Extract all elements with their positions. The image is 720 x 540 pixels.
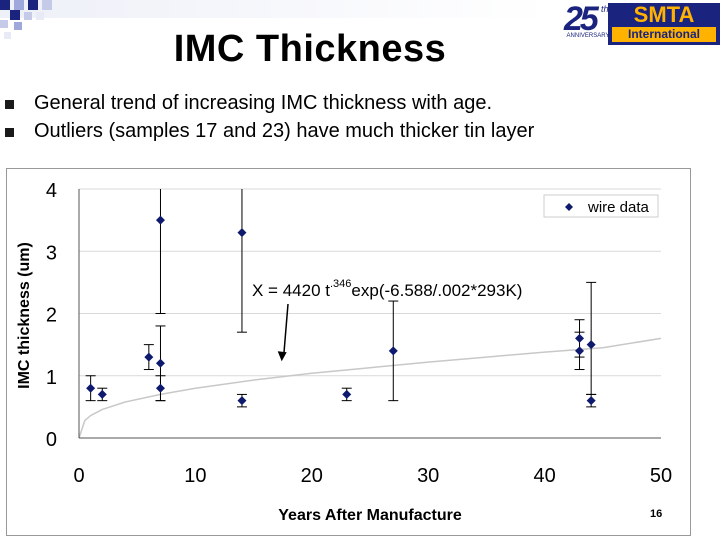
legend-label: wire data bbox=[587, 199, 650, 216]
y-tick-label: 0 bbox=[46, 429, 57, 451]
bullet-item: Outliers (samples 17 and 23) have much t… bbox=[0, 120, 720, 146]
x-axis-title: Years After Manufacture bbox=[278, 507, 462, 524]
logo-brand: SMTA bbox=[612, 4, 716, 26]
bullet-item: General trend of increasing IMC thicknes… bbox=[0, 92, 720, 118]
data-point bbox=[575, 333, 585, 343]
smta-logo: 25 th ANNIVERSARY SMTA International bbox=[560, 0, 720, 46]
y-tick-label: 3 bbox=[46, 242, 57, 264]
data-point bbox=[144, 352, 154, 362]
annotation-arrow-line bbox=[282, 303, 289, 357]
x-tick-label: 10 bbox=[184, 465, 206, 487]
logo-anniversary-number: 25 bbox=[564, 0, 599, 38]
y-tick-label: 2 bbox=[46, 305, 57, 327]
data-point bbox=[155, 358, 165, 368]
annotation-superscript: .346 bbox=[330, 278, 351, 290]
annotation-text: X = 4420 t bbox=[252, 281, 330, 300]
y-tick-label: 1 bbox=[46, 367, 57, 389]
trend-line bbox=[78, 337, 662, 439]
header-band bbox=[0, 0, 550, 18]
page-number: 16 bbox=[650, 508, 663, 520]
x-tick-label: 0 bbox=[73, 465, 84, 487]
data-point bbox=[155, 383, 165, 393]
x-tick-label: 20 bbox=[301, 465, 323, 487]
x-tick-label: 50 bbox=[650, 465, 672, 487]
y-axis-title: IMC thickness (um) bbox=[16, 242, 33, 389]
data-point bbox=[155, 215, 165, 225]
data-point bbox=[237, 396, 247, 406]
x-tick-label: 40 bbox=[533, 465, 555, 487]
data-point bbox=[97, 389, 107, 399]
corner-squares-decoration bbox=[0, 0, 130, 50]
logo-brand-sub: International bbox=[612, 27, 716, 42]
x-tick-label: 30 bbox=[417, 465, 439, 487]
y-tick-label: 4 bbox=[46, 180, 57, 202]
logo-anniversary-suffix: th bbox=[601, 4, 609, 14]
bullet-square-icon bbox=[5, 128, 14, 137]
bullet-text: Outliers (samples 17 and 23) have much t… bbox=[34, 120, 535, 142]
data-point bbox=[575, 346, 585, 356]
page-title: IMC Thickness bbox=[173, 28, 447, 70]
data-point bbox=[388, 346, 398, 356]
bullet-text: General trend of increasing IMC thicknes… bbox=[34, 92, 492, 114]
data-point bbox=[86, 383, 96, 393]
data-point bbox=[342, 389, 352, 399]
legend-box bbox=[543, 194, 659, 218]
logo-anniversary-sub: ANNIVERSARY bbox=[566, 33, 610, 39]
data-point bbox=[237, 228, 247, 238]
legend-marker bbox=[565, 203, 573, 211]
annotation-formula-tail: exp(-6.588/.002*293K) bbox=[351, 281, 522, 300]
data-point bbox=[586, 396, 596, 406]
bullet-square-icon bbox=[5, 100, 14, 109]
data-point bbox=[586, 340, 596, 350]
annotation-arrow-head bbox=[277, 351, 287, 362]
